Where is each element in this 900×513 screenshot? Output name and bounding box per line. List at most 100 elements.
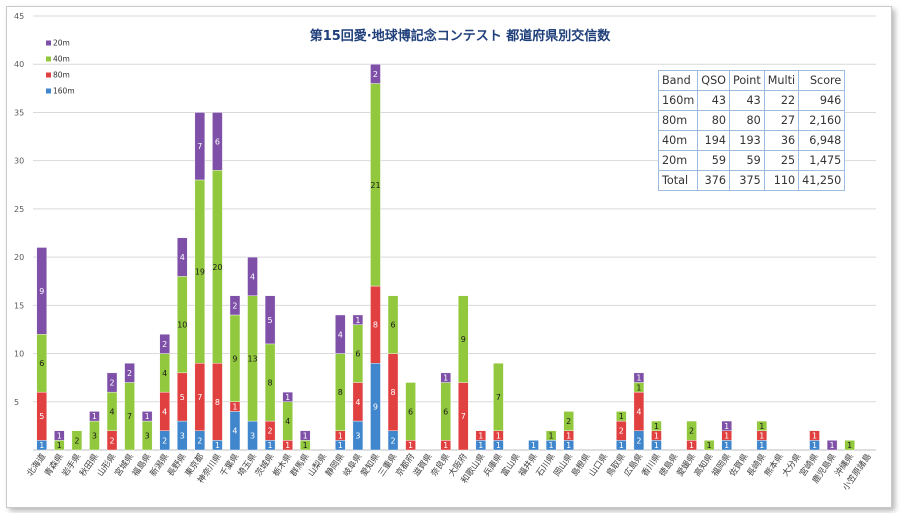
band-cell: Total: [657, 170, 699, 191]
bar-segment: [247, 256, 258, 296]
bar-data-label: 3: [92, 432, 97, 441]
bar-data-label: 2: [197, 436, 202, 445]
bar-data-label: 1: [759, 441, 764, 450]
bar-segment: [387, 295, 399, 354]
bar-segment: [405, 382, 416, 441]
bar-segment: [703, 440, 715, 451]
bar-segment: [370, 64, 381, 84]
bar-segment: [809, 430, 820, 441]
bar-data-label: 7: [461, 412, 466, 421]
bar-data-label: 1: [285, 441, 290, 450]
bar-data-label: 1: [847, 441, 852, 450]
bar-data-label: 6: [39, 359, 44, 368]
header-cell-qso: QSO: [697, 70, 730, 91]
bar-segment: [633, 372, 645, 383]
bar-data-label: 1: [566, 432, 571, 441]
bar-data-label: 5: [180, 393, 185, 402]
bar-data-label: 1: [549, 441, 554, 450]
score-table-row: 20m 59 59 25 1,475: [657, 150, 846, 171]
bar-segment: [563, 411, 574, 431]
bar-data-label: 4: [180, 253, 185, 262]
bar-data-label: 4: [162, 369, 167, 378]
qso-cell: 376: [697, 170, 730, 191]
bar-segment: [616, 411, 627, 422]
header-cell-band: Band: [657, 70, 699, 91]
bar-data-label: 1: [355, 316, 360, 325]
bar-data-label: 9: [373, 403, 378, 412]
score-table-row: 80m 80 80 27 2,160: [657, 110, 846, 131]
bar-data-label: 1: [303, 432, 308, 441]
bar-data-label: 1: [92, 412, 97, 421]
qso-cell: 80: [697, 110, 730, 131]
bar-segment: [54, 430, 65, 441]
score-table-header-row: Band QSO Point Multi Score: [657, 70, 846, 91]
bar-data-label: 4: [355, 398, 360, 407]
qso-cell: 59: [697, 150, 730, 171]
bar-segment: [458, 295, 469, 383]
bar-data-label: 1: [443, 374, 448, 383]
bar-data-label: 4: [109, 407, 114, 416]
y-tick-label: 20: [14, 253, 24, 262]
bar-segment: [194, 112, 206, 181]
y-tick-label: 35: [14, 108, 24, 117]
bar-data-label: 1: [285, 393, 290, 402]
bar-segment: [352, 314, 364, 325]
y-tick-label: 45: [14, 12, 24, 21]
bar-data-label: 1: [759, 422, 764, 431]
bar-data-label: 2: [162, 436, 167, 445]
bar-data-label: 10: [177, 321, 187, 330]
bar-data-label: 1: [759, 432, 764, 441]
bar-data-label: 2: [162, 340, 167, 349]
bar-segment: [721, 420, 732, 431]
bar-data-label: 4: [250, 272, 255, 281]
bar-segment: [282, 391, 293, 402]
bar-data-label: 1: [654, 441, 659, 450]
legend-swatch: [46, 56, 51, 62]
bar-segment: [335, 314, 346, 354]
bar-data-label: 3: [355, 432, 360, 441]
point-cell: 80: [728, 110, 765, 131]
bar-data-label: 2: [689, 427, 694, 436]
score-table: Band QSO Point Multi Score 160m 43 43 22…: [657, 70, 846, 191]
multi-cell: 25: [763, 150, 800, 171]
bar-data-label: 9: [232, 354, 237, 363]
bar-data-label: 8: [373, 321, 378, 330]
bar-data-label: 2: [74, 436, 79, 445]
legend-swatch: [46, 40, 51, 46]
bar-data-label: 1: [707, 441, 712, 450]
bar-data-label: 20: [212, 263, 222, 272]
bar-segment: [651, 420, 662, 431]
bar-data-label: 3: [145, 432, 150, 441]
multi-cell: 110: [763, 170, 800, 191]
bar-series: 1569112312427231244235104271971820641923…: [36, 64, 855, 451]
bar-data-label: 2: [109, 436, 114, 445]
bar-data-label: 7: [496, 393, 501, 402]
bar-data-label: 6: [355, 350, 360, 359]
bar-segment: [300, 430, 311, 441]
legend-label: 40m: [53, 55, 70, 64]
bar-data-label: 2: [232, 301, 237, 310]
bar-segment: [545, 430, 557, 441]
bar-segment: [177, 237, 188, 277]
bar-data-label: 1: [654, 432, 659, 441]
bar-data-label: 1: [531, 441, 536, 450]
bar-segment: [212, 112, 223, 171]
bar-segment: [264, 295, 276, 345]
bar-data-label: 1: [478, 432, 483, 441]
chart-title: 第15回愛·地球博記念コンテスト 都道府県別交信数: [310, 28, 612, 44]
band-cell: 20m: [657, 150, 699, 171]
bar-data-label: 2: [566, 417, 571, 426]
bar-data-label: 1: [566, 441, 571, 450]
bar-data-label: 2: [390, 436, 395, 445]
bar-data-label: 3: [180, 432, 185, 441]
bar-data-label: 2: [636, 436, 641, 445]
bar-data-label: 1: [303, 441, 308, 450]
score-cell: 946: [798, 90, 846, 111]
y-tick-label: 30: [14, 157, 24, 166]
score-table-total-row: Total 376 375 110 41,250: [657, 170, 846, 191]
y-tick-label: 15: [14, 301, 24, 310]
bar-segment: [141, 411, 153, 422]
score-cell: 6,948: [798, 130, 846, 151]
